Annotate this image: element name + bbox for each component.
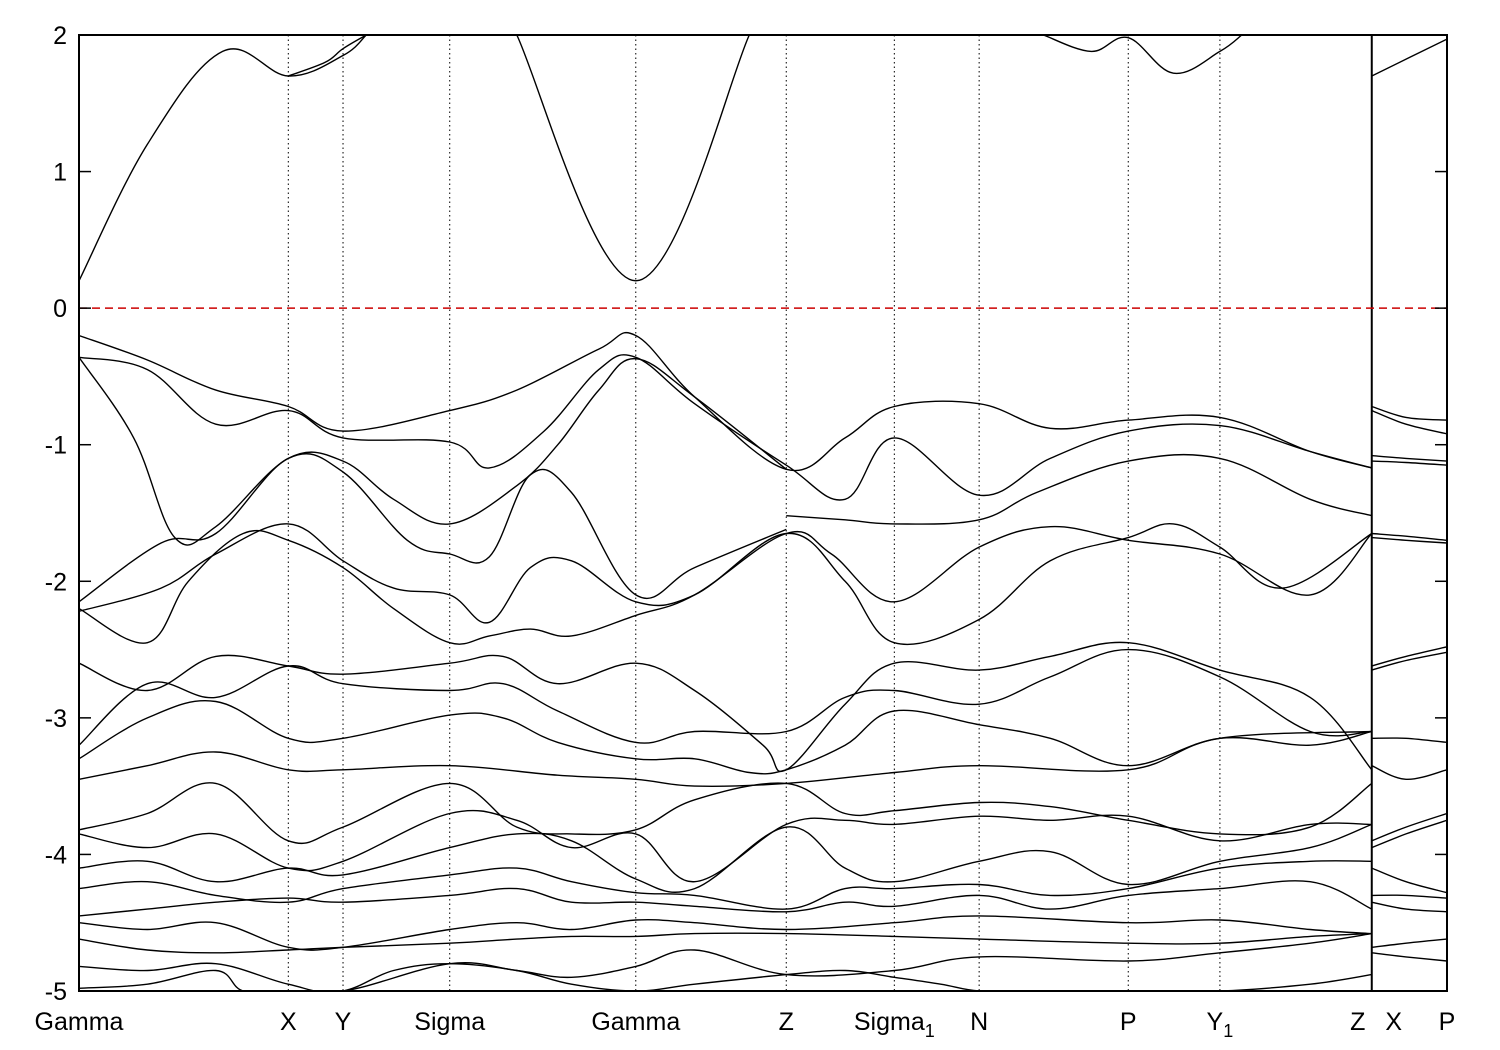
kpoint-label: P [1120,1008,1137,1036]
y-tick-label: 1 [53,159,67,187]
band-line-28 [1371,460,1447,466]
band-line-0 [79,35,367,282]
band-line-18 [79,823,1373,893]
band-line-1 [288,35,367,77]
band-line-35 [1371,812,1447,842]
band-line-24 [79,962,1372,991]
kpoint-label: Gamma [591,1008,680,1036]
kpoint-label: X [280,1008,297,1036]
band-line-33 [1371,737,1447,744]
kpoint-label: P [1439,1008,1456,1036]
band-line-11 [79,523,1373,646]
band-line-4 [1371,38,1447,77]
band-line-22 [79,932,1372,954]
band-line-25 [1371,405,1447,421]
band-line-37 [1371,867,1447,894]
y-tick-label: 0 [53,295,67,323]
band-line-19 [79,860,1372,910]
kpoint-label: Z [1350,1008,1365,1036]
kpoint-gridlines [287,35,1373,991]
band-line-13 [79,648,1372,746]
kpoint-label: Y [335,1008,352,1036]
band-line-7 [79,356,787,546]
band-line-10 [79,525,1373,645]
band-line-30 [1371,536,1447,544]
y-tick-label: -3 [45,705,67,733]
band-line-32 [1371,651,1447,671]
band-line-23 [79,932,1372,991]
band-line-15 [79,730,1372,788]
band-line-8 [786,453,1372,525]
band-line-34 [1371,765,1447,781]
kpoint-label: Sigma [414,1008,485,1036]
band-line-41 [1371,952,1447,962]
y-tick-label: 2 [53,22,67,50]
band-line-14 [79,700,1372,775]
band-line-2 [516,35,750,282]
y-axis-ticks: -5 -4 -3 -2 -1 0 1 2 [45,22,1447,1006]
band-line-9 [79,453,787,603]
kpoint-label-subscript: 1 [925,1021,935,1041]
band-line-36 [1371,819,1447,849]
band-line-3 [1043,35,1243,74]
kpoint-label: Sigma1 [854,1008,935,1041]
band-line-40 [1371,938,1447,948]
y-tick-label: -4 [45,841,67,869]
plot-frame [78,34,1448,992]
bands [79,35,1447,991]
y-tick-label: -2 [45,568,67,596]
band-line-21 [79,915,1372,951]
band-line-27 [1371,454,1447,462]
y-tick-label: -5 [45,978,67,1006]
band-line-6 [79,354,1372,501]
band-line-31 [1371,646,1447,667]
band-line-39 [1371,901,1447,913]
y-tick-label: -1 [45,432,67,460]
kpoint-label: Gamma [35,1008,124,1036]
band-line-12 [79,641,1373,773]
kpoint-label: Z [779,1008,794,1036]
band-line-38 [1371,894,1447,899]
band-line-29 [1371,532,1447,541]
band-line-26 [1371,409,1447,435]
plot-border [78,34,1448,992]
kpoint-label-subscript: 1 [1223,1021,1233,1041]
kpoint-labels: Gamma X Y Sigma Gamma Z Sigma1 N P Y1 Z X P [35,1008,1456,1041]
kpoint-label: X [1385,1008,1402,1036]
kpoint-label: N [970,1008,988,1036]
band-line-16 [79,782,1373,845]
band-line-20 [79,880,1373,917]
